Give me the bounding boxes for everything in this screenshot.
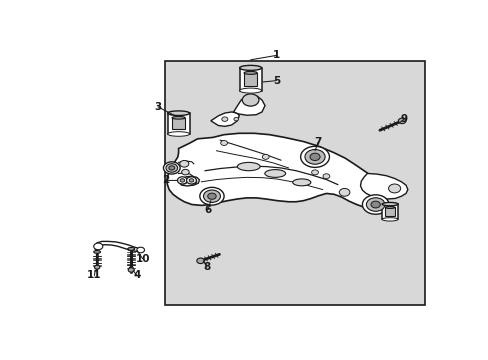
Circle shape <box>186 177 196 184</box>
Bar <box>385 207 394 216</box>
Circle shape <box>388 184 400 193</box>
Ellipse shape <box>167 132 189 136</box>
Circle shape <box>180 161 188 167</box>
Circle shape <box>398 118 405 123</box>
Circle shape <box>128 268 134 272</box>
Circle shape <box>189 179 196 184</box>
Circle shape <box>220 140 227 145</box>
Circle shape <box>129 267 133 270</box>
Circle shape <box>323 174 329 179</box>
Ellipse shape <box>127 248 134 251</box>
Polygon shape <box>233 95 264 115</box>
Polygon shape <box>167 133 390 207</box>
Text: 3: 3 <box>154 102 162 112</box>
Circle shape <box>366 198 384 211</box>
Ellipse shape <box>239 88 261 93</box>
Circle shape <box>233 117 238 121</box>
Ellipse shape <box>381 202 397 206</box>
Ellipse shape <box>127 247 134 250</box>
Ellipse shape <box>381 218 397 221</box>
Bar <box>239 68 261 91</box>
Circle shape <box>311 170 318 175</box>
Circle shape <box>207 193 216 199</box>
Circle shape <box>165 164 177 172</box>
Polygon shape <box>95 242 142 252</box>
Bar <box>244 73 257 86</box>
Bar <box>381 204 397 219</box>
Bar <box>172 118 185 129</box>
Polygon shape <box>210 112 239 126</box>
Ellipse shape <box>264 170 285 177</box>
Ellipse shape <box>292 179 310 186</box>
Circle shape <box>370 201 380 208</box>
Text: 5: 5 <box>272 76 280 86</box>
Text: 10: 10 <box>135 253 149 264</box>
Ellipse shape <box>385 207 394 208</box>
Ellipse shape <box>237 162 260 171</box>
Polygon shape <box>360 174 407 199</box>
Circle shape <box>168 166 174 170</box>
Text: 2: 2 <box>162 175 169 185</box>
Circle shape <box>181 169 189 175</box>
Ellipse shape <box>239 66 261 70</box>
Ellipse shape <box>172 116 185 119</box>
Circle shape <box>203 190 220 202</box>
Bar <box>165 61 424 305</box>
Ellipse shape <box>167 111 189 116</box>
Text: 6: 6 <box>204 204 211 215</box>
Circle shape <box>242 94 259 106</box>
Text: 9: 9 <box>399 114 407 125</box>
Circle shape <box>94 265 100 269</box>
Circle shape <box>222 117 227 121</box>
Circle shape <box>300 146 329 167</box>
Circle shape <box>180 179 184 182</box>
Bar <box>167 113 189 134</box>
Ellipse shape <box>244 71 257 75</box>
Circle shape <box>189 179 193 182</box>
Polygon shape <box>178 176 199 186</box>
Circle shape <box>200 187 224 205</box>
Circle shape <box>95 266 99 269</box>
Circle shape <box>262 154 268 159</box>
Circle shape <box>305 149 325 164</box>
Ellipse shape <box>94 251 101 253</box>
Circle shape <box>163 162 180 174</box>
Circle shape <box>362 195 388 214</box>
Text: 8: 8 <box>203 262 210 272</box>
Text: 1: 1 <box>272 50 280 60</box>
Circle shape <box>180 179 187 184</box>
Circle shape <box>137 247 144 253</box>
Circle shape <box>94 243 102 250</box>
Text: 4: 4 <box>133 270 141 280</box>
Circle shape <box>196 258 204 264</box>
Circle shape <box>339 188 349 196</box>
Circle shape <box>309 153 320 161</box>
Text: 11: 11 <box>87 270 102 280</box>
Text: 7: 7 <box>314 138 321 148</box>
Circle shape <box>177 177 187 184</box>
